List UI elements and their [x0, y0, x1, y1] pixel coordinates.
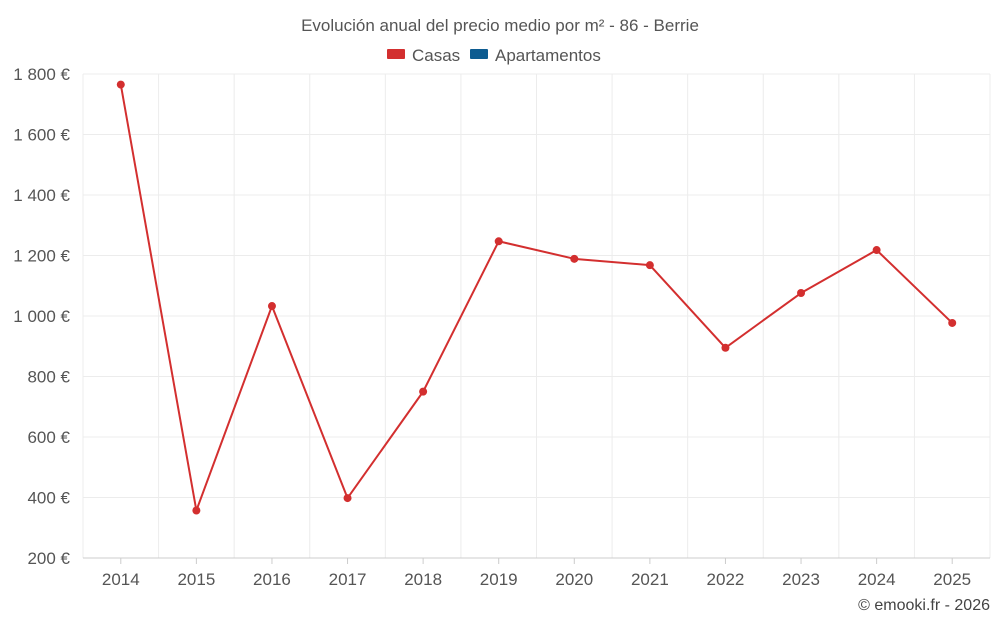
x-tick-label: 2023 [782, 570, 820, 589]
data-point-casas-2019[interactable] [494, 237, 503, 246]
y-tick-label: 1 800 € [13, 65, 70, 84]
data-point-casas-2025[interactable] [948, 318, 957, 327]
legend-item-casas[interactable]: Casas [387, 46, 460, 65]
series-points [116, 80, 957, 515]
chart-title: Evolución anual del precio medio por m² … [301, 16, 699, 35]
legend-swatch-apartamentos [470, 49, 488, 59]
data-point-casas-2022[interactable] [721, 343, 730, 352]
series-line-casas [119, 84, 953, 512]
y-tick-label: 600 € [27, 428, 70, 447]
series-lines [119, 84, 953, 512]
y-tick-label: 1 000 € [13, 307, 70, 326]
x-tick-label: 2016 [253, 570, 291, 589]
x-tick-label: 2024 [858, 570, 896, 589]
data-point-casas-2020[interactable] [570, 254, 579, 263]
x-tick-label: 2019 [480, 570, 518, 589]
y-tick-label: 1 200 € [13, 247, 70, 266]
legend-label-casas: Casas [412, 46, 460, 65]
y-tick-label: 1 600 € [13, 126, 70, 145]
y-tick-label: 800 € [27, 368, 70, 387]
data-point-casas-2018[interactable] [419, 387, 428, 396]
y-tick-label: 400 € [27, 489, 70, 508]
x-axis-ticks: 2014 2015 2016 2017 2018 2019 2020 2021 2022 2023… [102, 558, 971, 589]
data-point-casas-2015[interactable] [192, 506, 201, 515]
data-point-casas-2016[interactable] [267, 302, 276, 311]
x-tick-label: 2015 [177, 570, 215, 589]
legend-swatch-casas [387, 49, 405, 59]
data-point-casas-2017[interactable] [343, 494, 352, 503]
data-point-casas-2014[interactable] [116, 80, 125, 89]
x-tick-label: 2022 [707, 570, 745, 589]
y-tick-label: 200 € [27, 549, 70, 568]
data-point-casas-2023[interactable] [797, 289, 806, 298]
x-tick-label: 2017 [329, 570, 367, 589]
x-tick-label: 2020 [555, 570, 593, 589]
x-tick-label: 2014 [102, 570, 140, 589]
legend-item-apartamentos[interactable]: Apartamentos [470, 46, 601, 65]
x-tick-label: 2021 [631, 570, 669, 589]
credit-text[interactable]: © emooki.fr - 2026 [858, 597, 990, 614]
y-axis-ticks: 200 € 400 € 600 € 800 € 1 000 € 1 200 € 1 400 … [13, 65, 70, 568]
y-tick-label: 1 400 € [13, 186, 70, 205]
legend-label-apartamentos: Apartamentos [495, 46, 601, 65]
legend: Casas Apartamentos [387, 46, 601, 65]
data-point-casas-2024[interactable] [872, 246, 881, 255]
x-tick-label: 2025 [933, 570, 971, 589]
x-tick-label: 2018 [404, 570, 442, 589]
data-point-casas-2021[interactable] [645, 261, 654, 270]
